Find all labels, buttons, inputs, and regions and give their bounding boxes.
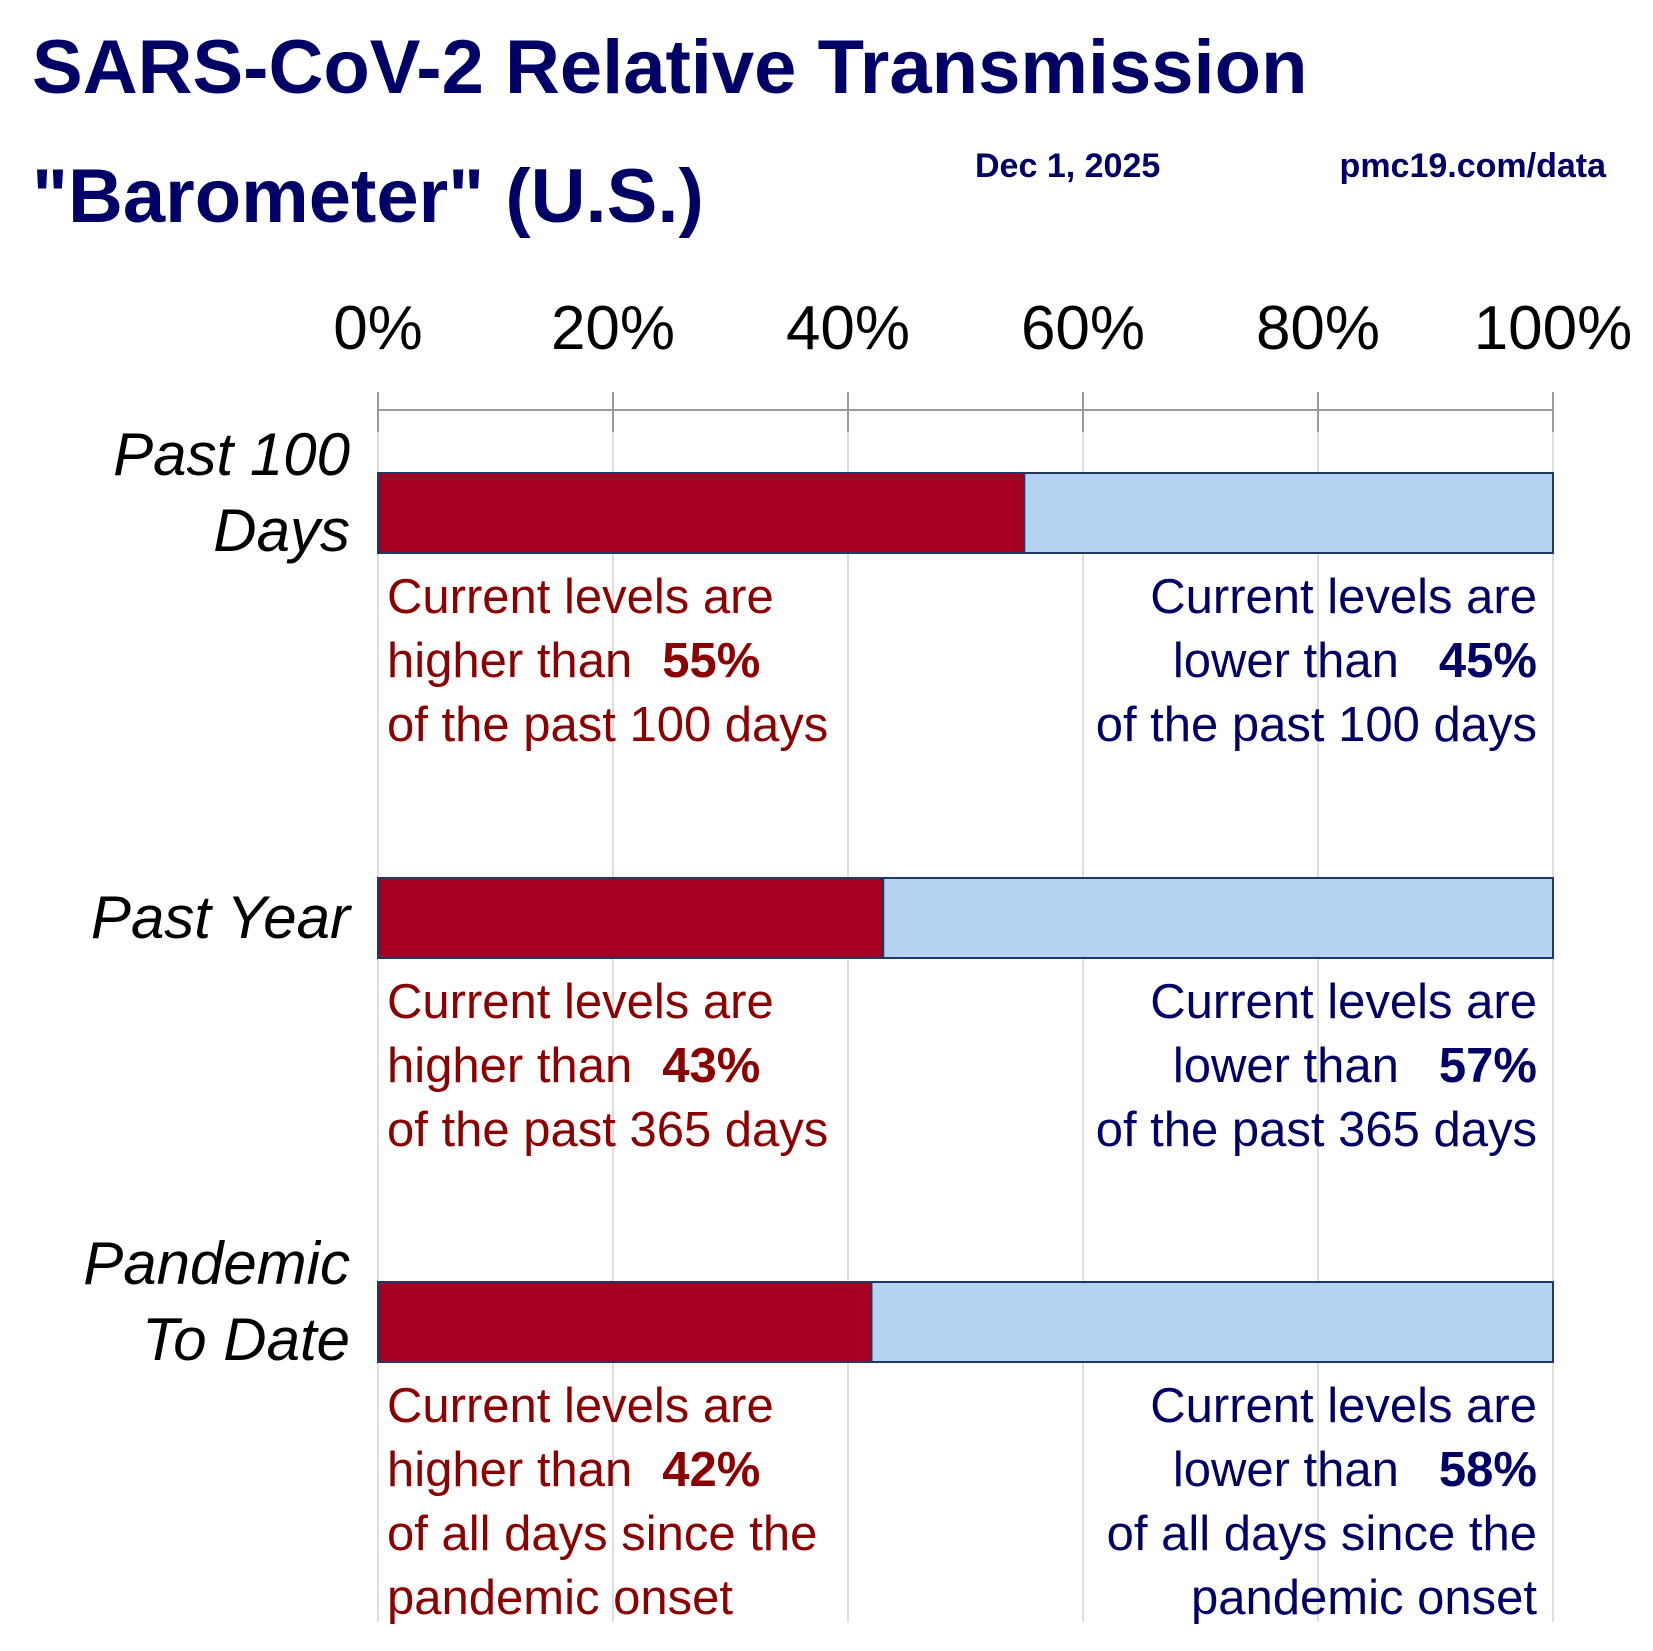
bar-segment <box>377 1281 873 1363</box>
bar-segment <box>377 472 1026 554</box>
x-tick-label: 0% <box>333 294 423 363</box>
annotation-text: higher than 55% <box>387 634 760 688</box>
annotation-text: higher than 43% <box>387 1039 760 1093</box>
annotation-text: lower than <box>1173 634 1399 688</box>
x-tick-label: 100% <box>1474 294 1633 363</box>
x-tick-label: 40% <box>786 294 910 363</box>
annotation-text: Current levels are <box>1150 570 1537 624</box>
x-tick-label: 80% <box>1256 294 1380 363</box>
value-label: 55% <box>662 634 760 688</box>
category-label: Past 100 Days <box>113 421 350 564</box>
value-label: 42% <box>662 1443 760 1497</box>
annotation-text: higher than <box>387 1039 632 1093</box>
bar-segment <box>377 877 885 959</box>
annotation-text: lower than 45% <box>1173 634 1537 688</box>
annotation-text: higher than 42% <box>387 1443 760 1497</box>
annotation-text: Current levels are <box>1150 1379 1537 1433</box>
annotation-text: higher than <box>387 634 632 688</box>
value-label: 45% <box>1439 634 1537 688</box>
annotation-text: higher than <box>387 1443 632 1497</box>
category-label: Pandemic To Date <box>83 1230 350 1373</box>
annotation-text: lower than <box>1173 1039 1399 1093</box>
annotation-text: Current levels are <box>387 570 774 624</box>
bar-segment <box>882 877 1554 959</box>
chart-title: SARS-CoV-2 Relative Transmission <box>32 25 1308 110</box>
annotation-text: of the past 100 days <box>1096 698 1537 752</box>
x-tick-label: 60% <box>1021 294 1145 363</box>
bar-segment <box>870 1281 1554 1363</box>
annotation-text: Current levels are <box>387 975 774 1029</box>
value-label: 57% <box>1439 1039 1537 1093</box>
bar-segment <box>1023 472 1554 554</box>
annotation-text: lower than 58% <box>1173 1443 1537 1497</box>
category-label: Past Year <box>90 884 350 951</box>
annotation-text: of the past 365 days <box>1096 1103 1537 1157</box>
value-label: 43% <box>662 1039 760 1093</box>
annotation-text: of all days since the <box>387 1507 817 1561</box>
value-label: 58% <box>1439 1443 1537 1497</box>
annotation-text: lower than <box>1173 1443 1399 1497</box>
annotation-text: lower than 57% <box>1173 1039 1537 1093</box>
annotation-text: of all days since the <box>1107 1507 1537 1561</box>
x-tick-label: 20% <box>551 294 675 363</box>
annotation-text: of the past 100 days <box>387 698 828 752</box>
source: pmc19.com/data <box>1340 147 1608 185</box>
date: Dec 1, 2025 <box>975 147 1160 185</box>
annotation-text: of the past 365 days <box>387 1103 828 1157</box>
annotation-text: Current levels are <box>387 1379 774 1433</box>
annotation-text: Current levels are <box>1150 975 1537 1029</box>
annotation-text: pandemic onset <box>387 1571 733 1625</box>
annotation-text: pandemic onset <box>1191 1571 1537 1625</box>
chart-title: "Barometer" (U.S.) <box>32 154 704 239</box>
